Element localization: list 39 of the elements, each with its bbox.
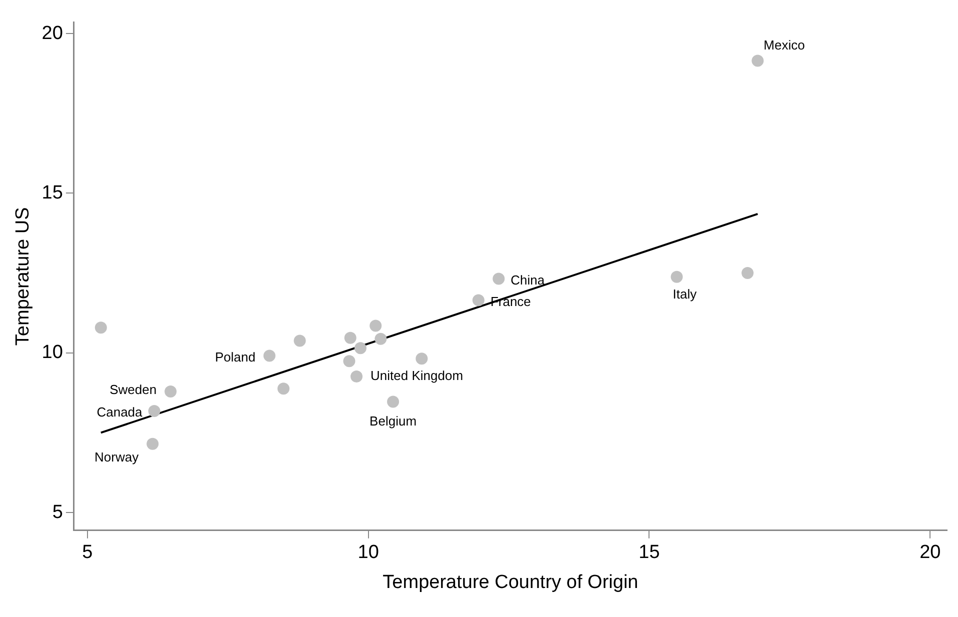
point [343, 355, 356, 368]
point [354, 342, 366, 354]
y-tick-label: 15 [42, 182, 63, 204]
point [164, 386, 177, 398]
point [374, 332, 387, 345]
point [742, 267, 754, 280]
annotation: China [510, 272, 546, 288]
point [416, 352, 428, 365]
point [350, 370, 363, 382]
x-tick-label: 15 [638, 542, 660, 564]
point [263, 350, 276, 362]
point [146, 438, 159, 450]
point [387, 396, 400, 408]
point [344, 332, 356, 344]
point [472, 294, 484, 306]
point [752, 54, 764, 67]
y-tick-label: 10 [42, 342, 63, 364]
point [277, 382, 290, 395]
y-tick-label: 5 [52, 502, 63, 523]
point [370, 320, 382, 332]
y-axis-title: Temperature US [12, 207, 34, 346]
point [492, 272, 505, 285]
x-axis-title: Temperature Country of Origin [382, 572, 638, 593]
point [94, 322, 107, 334]
annotation: Mexico [764, 37, 805, 52]
annotation: Canada [96, 404, 144, 420]
point [670, 270, 683, 283]
annotation: Norway [94, 449, 140, 464]
annotation: Sweden [110, 382, 157, 398]
y-tick-label: 20 [42, 22, 63, 44]
x-tick-label: 5 [82, 542, 93, 564]
annotation: Poland [214, 349, 256, 364]
annotation: United Kingdom [370, 368, 464, 384]
x-tick-label: 20 [920, 542, 941, 564]
annotation: Belgium [370, 413, 417, 428]
annotation: Italy [672, 286, 698, 302]
point [148, 404, 160, 417]
x-tick-label: 10 [358, 542, 379, 564]
point [294, 334, 306, 347]
